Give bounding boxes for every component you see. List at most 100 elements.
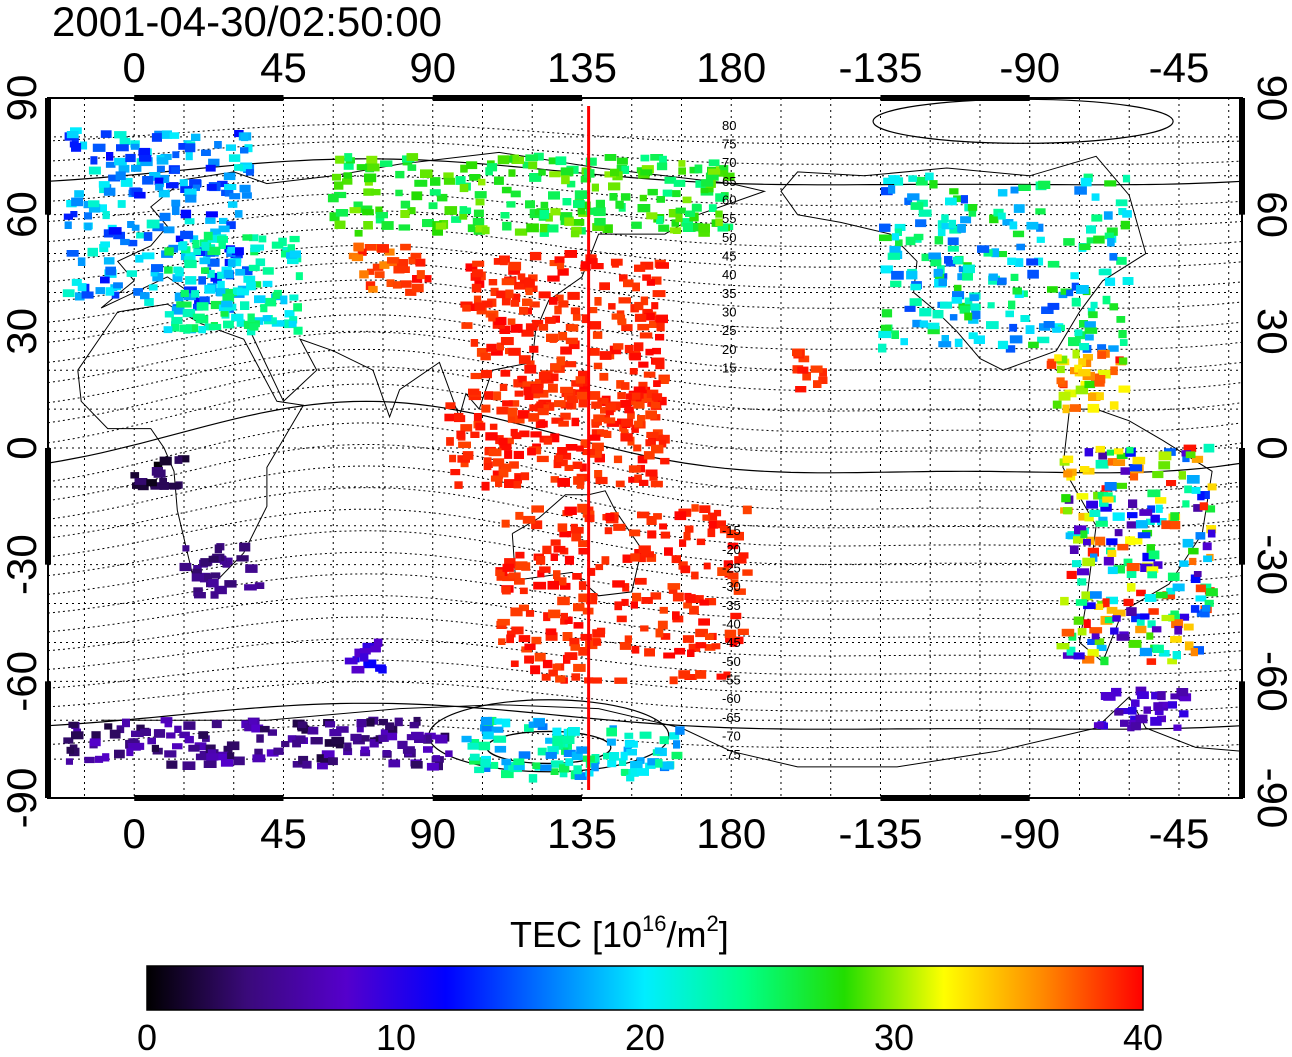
- tec-data-point: [166, 732, 176, 739]
- tec-data-point: [1095, 520, 1108, 527]
- tec-data-point: [631, 424, 639, 433]
- tec-data-point: [1093, 235, 1105, 244]
- tec-data-point: [244, 144, 253, 153]
- tec-data-point: [295, 272, 303, 281]
- tec-data-point: [1016, 243, 1025, 251]
- tec-data-point: [231, 313, 244, 322]
- tec-data-point: [625, 393, 634, 400]
- tec-data-point: [960, 195, 968, 204]
- tec-data-point: [1096, 392, 1104, 401]
- tec-data-point: [921, 253, 930, 262]
- tec-data-point: [947, 237, 959, 245]
- tec-data-point: [606, 738, 616, 746]
- tec-data-point: [375, 212, 388, 219]
- tec-data-point: [219, 217, 228, 225]
- tec-data-point: [585, 596, 598, 605]
- tec-data-point: [1185, 451, 1196, 459]
- tec-data-point: [233, 756, 245, 766]
- tec-data-point: [587, 593, 598, 600]
- tec-data-point: [1062, 404, 1070, 414]
- tec-data-point: [249, 323, 259, 331]
- tec-data-point: [1083, 538, 1091, 546]
- tec-data-point: [659, 736, 669, 745]
- tec-data-point: [227, 246, 235, 254]
- tec-data-point: [343, 162, 354, 170]
- tec-data-point: [662, 189, 673, 197]
- y-tick-label-right: 90: [1249, 75, 1292, 122]
- contour-label: 20: [722, 342, 736, 357]
- tec-data-point: [1195, 532, 1206, 540]
- tec-data-point: [988, 273, 998, 281]
- tec-data-point: [166, 182, 179, 189]
- tec-data-point: [1122, 174, 1131, 183]
- tec-data-point: [510, 154, 519, 162]
- contour-label: -40: [722, 616, 741, 631]
- tec-data-point: [1120, 467, 1130, 475]
- tec-data-point: [490, 475, 503, 482]
- tec-data-point: [501, 519, 510, 528]
- tec-data-point: [552, 663, 561, 670]
- tec-data-point: [704, 598, 717, 606]
- tec-data-point: [723, 172, 735, 181]
- tec-data-point: [317, 762, 328, 770]
- tec-data-point: [1079, 343, 1090, 351]
- tec-data-point: [500, 463, 512, 472]
- tec-data-point: [262, 315, 272, 322]
- tec-data-point: [632, 282, 640, 292]
- tec-data-point: [1061, 628, 1075, 637]
- tec-data-point: [698, 229, 710, 237]
- tec-data-point: [1013, 204, 1025, 213]
- tec-data-point: [271, 241, 284, 249]
- tec-data-point: [370, 645, 381, 653]
- tec-data-point: [555, 675, 566, 683]
- tec-data-point: [364, 244, 378, 251]
- tec-data-point: [557, 447, 568, 455]
- tec-data-point: [120, 177, 133, 187]
- tec-data-point: [708, 168, 721, 175]
- x-axis-bottom-ticks: 0 45 90 135 180 -135 -90 -45: [123, 810, 1210, 857]
- tec-data-point: [246, 281, 256, 291]
- tec-data-point: [120, 238, 130, 246]
- tec-data-point: [510, 190, 521, 198]
- tec-data-point: [1025, 325, 1035, 334]
- tec-data-point: [653, 380, 661, 387]
- tec-data-point: [122, 718, 130, 728]
- tec-data-point: [160, 717, 173, 724]
- tec-data-point: [1126, 446, 1134, 454]
- tec-data-point: [713, 509, 722, 517]
- tec-data-point: [184, 259, 197, 269]
- tec-data-point: [614, 677, 628, 684]
- tec-data-point: [469, 739, 480, 746]
- tec-data-point: [210, 572, 221, 579]
- tec-data-point: [254, 295, 266, 304]
- tec-data-point: [675, 214, 683, 223]
- tec-data-point: [1118, 330, 1127, 339]
- tec-data-point: [508, 261, 522, 271]
- tec-data-point: [539, 566, 551, 573]
- tec-data-point: [537, 570, 545, 578]
- tec-data-point: [724, 629, 737, 638]
- tec-data-point: [506, 201, 516, 208]
- tec-data-point: [100, 130, 112, 138]
- tec-data-point: [576, 481, 585, 489]
- x-tick-label-bottom: 135: [547, 810, 617, 857]
- tec-data-point: [655, 628, 664, 638]
- tec-data-point: [1008, 300, 1016, 310]
- tec-data-point: [634, 301, 644, 311]
- tec-data-point: [730, 636, 744, 645]
- tec-data-point: [1083, 173, 1093, 182]
- tec-data-point: [542, 545, 552, 555]
- tec-data-point: [925, 172, 934, 181]
- tec-data-point: [208, 579, 219, 588]
- tec-data-point: [183, 721, 196, 730]
- tec-data-point: [573, 765, 582, 775]
- tec-data-point: [336, 726, 349, 733]
- tec-data-point: [494, 718, 503, 725]
- tec-data-point: [1117, 543, 1129, 551]
- tec-data-point: [1098, 451, 1108, 460]
- tec-data-point: [891, 270, 904, 280]
- tec-data-point: [77, 283, 87, 292]
- tec-data-point: [331, 736, 345, 745]
- tec-data-point: [624, 406, 634, 414]
- tec-data-point: [1085, 334, 1094, 341]
